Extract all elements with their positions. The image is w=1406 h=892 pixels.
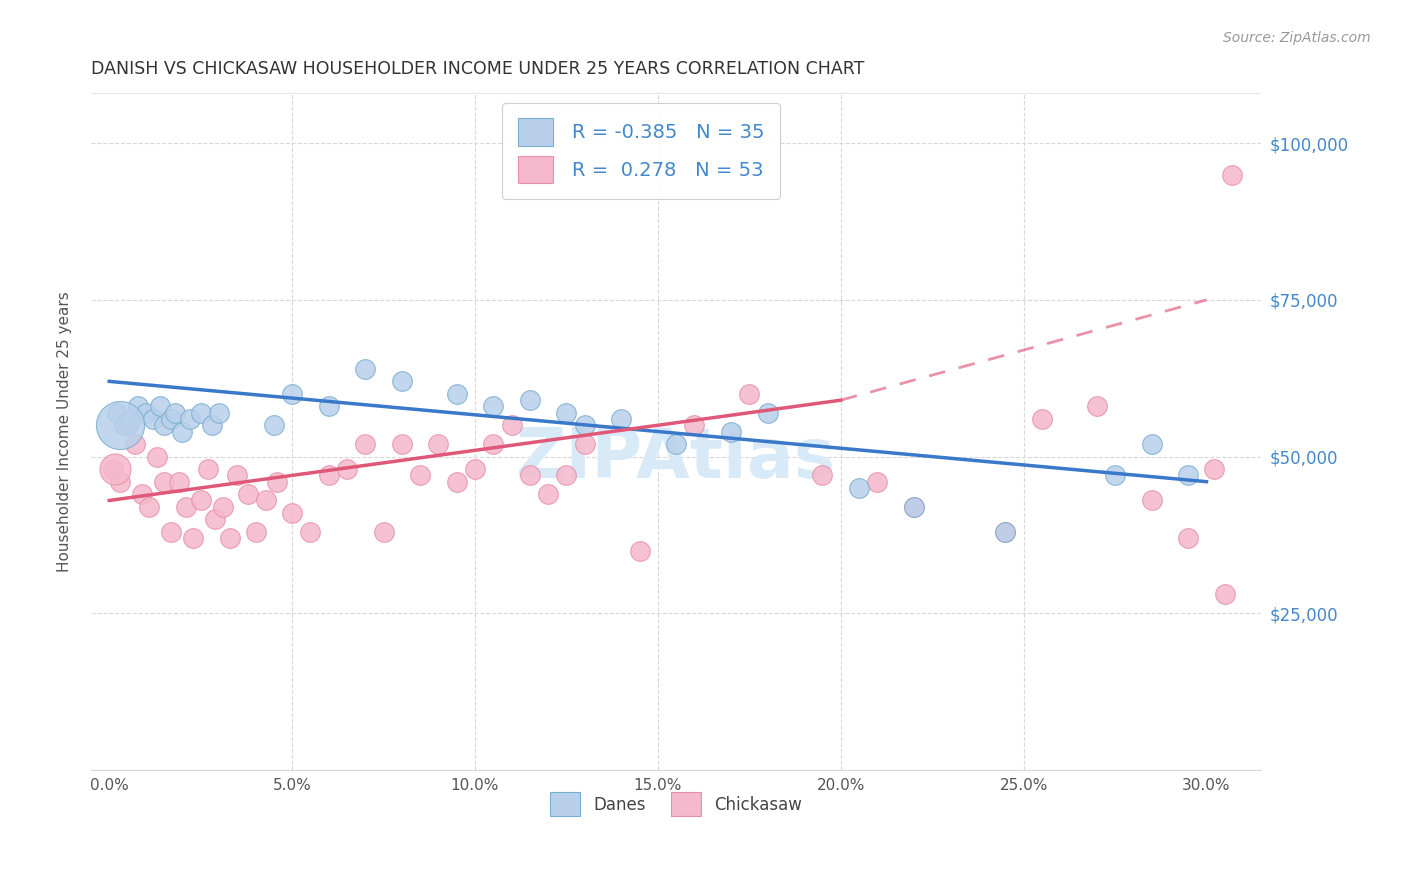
Text: DANISH VS CHICKASAW HOUSEHOLDER INCOME UNDER 25 YEARS CORRELATION CHART: DANISH VS CHICKASAW HOUSEHOLDER INCOME U… xyxy=(91,60,865,78)
Point xyxy=(628,543,651,558)
Point xyxy=(201,418,224,433)
Point xyxy=(138,500,160,514)
Point xyxy=(108,475,131,489)
Point xyxy=(226,468,249,483)
Point xyxy=(665,437,688,451)
Point xyxy=(117,418,139,433)
Point xyxy=(336,462,359,476)
Point xyxy=(574,418,596,433)
Point xyxy=(124,437,146,451)
Point xyxy=(574,437,596,451)
Point xyxy=(683,418,706,433)
Point xyxy=(142,412,165,426)
Point xyxy=(482,437,505,451)
Point xyxy=(1220,168,1243,182)
Point xyxy=(519,468,541,483)
Point xyxy=(373,524,395,539)
Point xyxy=(197,462,219,476)
Point xyxy=(190,493,212,508)
Point xyxy=(1140,437,1163,451)
Point xyxy=(245,524,267,539)
Point xyxy=(101,462,124,476)
Point xyxy=(1031,412,1053,426)
Point xyxy=(281,506,304,520)
Point xyxy=(1177,468,1199,483)
Point xyxy=(238,487,260,501)
Point xyxy=(903,500,925,514)
Point xyxy=(318,400,340,414)
Point xyxy=(811,468,834,483)
Point xyxy=(1104,468,1126,483)
Point xyxy=(738,387,761,401)
Point xyxy=(866,475,889,489)
Point xyxy=(482,400,505,414)
Text: Source: ZipAtlas.com: Source: ZipAtlas.com xyxy=(1223,31,1371,45)
Point xyxy=(409,468,432,483)
Point xyxy=(219,531,242,545)
Point xyxy=(318,468,340,483)
Point xyxy=(165,406,187,420)
Point xyxy=(848,481,870,495)
Point xyxy=(160,412,183,426)
Point xyxy=(190,406,212,420)
Y-axis label: Householder Income Under 25 years: Householder Income Under 25 years xyxy=(58,291,72,572)
Point xyxy=(211,500,233,514)
Point xyxy=(256,493,278,508)
Text: ZIPAtlas: ZIPAtlas xyxy=(516,425,837,492)
Point xyxy=(204,512,226,526)
Point xyxy=(127,400,149,414)
Point xyxy=(427,437,450,451)
Point xyxy=(153,475,176,489)
Point xyxy=(167,475,190,489)
Point xyxy=(1177,531,1199,545)
Point xyxy=(501,418,523,433)
Point xyxy=(720,425,742,439)
Point xyxy=(994,524,1017,539)
Point xyxy=(391,437,413,451)
Point xyxy=(903,500,925,514)
Point xyxy=(112,418,135,433)
Point xyxy=(610,412,633,426)
Point xyxy=(145,450,167,464)
Point xyxy=(299,524,322,539)
Point xyxy=(105,406,128,420)
Point xyxy=(446,387,468,401)
Point xyxy=(172,425,194,439)
Legend: Danes, Chickasaw: Danes, Chickasaw xyxy=(544,786,808,822)
Point xyxy=(756,406,779,420)
Point xyxy=(1213,587,1236,601)
Point xyxy=(183,531,205,545)
Point xyxy=(1140,493,1163,508)
Point xyxy=(281,387,304,401)
Point xyxy=(1085,400,1108,414)
Point xyxy=(391,375,413,389)
Point xyxy=(266,475,288,489)
Point xyxy=(464,462,486,476)
Point xyxy=(179,412,201,426)
Point xyxy=(153,418,176,433)
Point xyxy=(555,468,578,483)
Point xyxy=(135,406,157,420)
Point xyxy=(354,361,377,376)
Point xyxy=(1202,462,1225,476)
Point xyxy=(537,487,560,501)
Point xyxy=(120,412,142,426)
Point xyxy=(104,462,127,476)
Point xyxy=(160,524,183,539)
Point xyxy=(174,500,197,514)
Point xyxy=(149,400,172,414)
Point xyxy=(108,418,131,433)
Point xyxy=(519,393,541,408)
Point xyxy=(354,437,377,451)
Point xyxy=(208,406,231,420)
Point xyxy=(446,475,468,489)
Point xyxy=(555,406,578,420)
Point xyxy=(131,487,153,501)
Point xyxy=(994,524,1017,539)
Point xyxy=(263,418,285,433)
